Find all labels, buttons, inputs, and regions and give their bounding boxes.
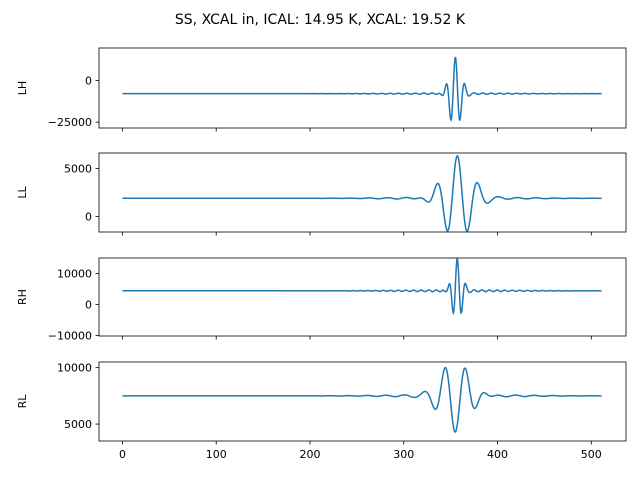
y-axis-label: LL [16,186,29,199]
y-tick-label: 0 [85,211,92,224]
axes-frame [98,47,627,129]
y-tick-label: −25000 [48,116,92,129]
x-tick-label: 300 [393,448,414,461]
series-line-ll [122,154,602,233]
axes-frame [98,152,627,233]
subplot-rh: −10000 0 10000 RH [16,257,627,342]
x-tick-label: 0 [119,448,126,461]
y-tick-label: 10000 [57,362,92,375]
y-axis-label: RL [16,394,29,409]
y-tick-label: −10000 [48,329,92,342]
y-tick-label: 10000 [57,267,92,280]
subplot-ll: 0 5000 LL [16,152,627,236]
x-tick-label: 400 [487,448,508,461]
axes-frame [98,257,627,337]
chart-title: SS, XCAL in, ICAL: 14.95 K, XCAL: 19.52 … [175,12,466,28]
subplot-lh: 0 −25000 LH [16,47,627,132]
y-tick-label: 5000 [64,162,92,175]
y-tick-label: 0 [85,298,92,311]
x-tick-label: 500 [581,448,602,461]
series-line-lh [122,56,602,122]
subplots: 0−25000LH05000LL−10000010000RH500010000R… [16,47,627,461]
y-axis-label: LH [16,81,29,95]
series-line-rh [122,258,602,316]
x-tick-label: 200 [299,448,320,461]
subplot-rl: 5000 10000 RL 0 100 200 300 400 500 [16,361,627,461]
x-tick-label: 100 [206,448,227,461]
y-axis-label: RH [16,289,29,305]
axes-frame [98,361,627,442]
y-tick-label: 5000 [64,418,92,431]
series-line-rl [122,366,602,433]
y-tick-label: 0 [85,75,92,88]
